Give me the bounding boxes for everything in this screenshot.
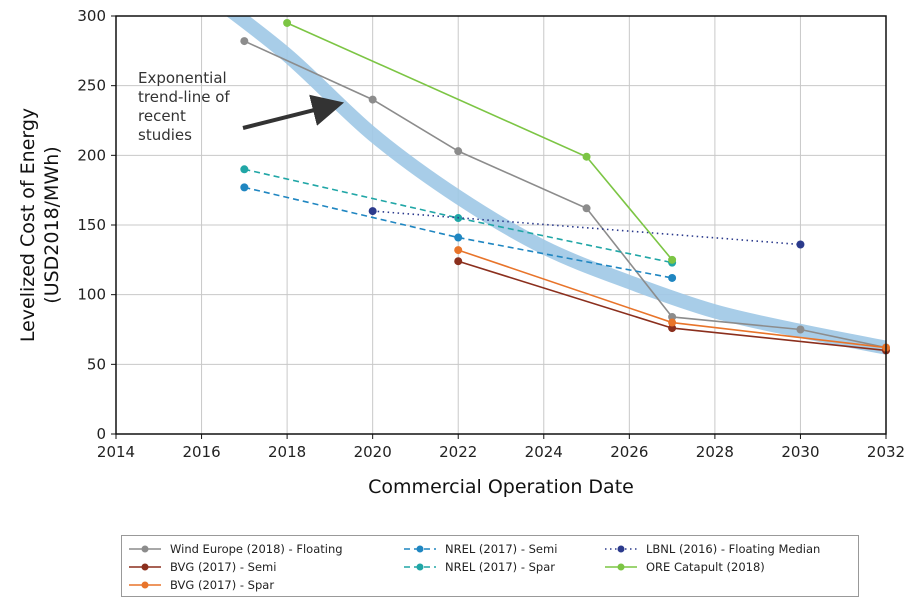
y-tick-label: 50 (87, 355, 106, 373)
trendline (226, 16, 886, 355)
legend-item: NREL (2017) - Spar (403, 558, 555, 576)
data-point (668, 273, 677, 282)
legend-swatch (404, 545, 436, 553)
legend-item: Wind Europe (2018) - Floating (128, 540, 343, 558)
data-point (240, 183, 249, 192)
data-point (796, 325, 805, 334)
legend-swatch (129, 545, 161, 553)
legend-label: BVG (2017) - Semi (170, 560, 277, 574)
legend-swatch (129, 563, 161, 571)
series-line-3 (244, 186, 673, 279)
data-point (454, 147, 463, 156)
data-point (668, 312, 677, 321)
annotation-text-line: trend-line of (138, 88, 230, 106)
chart-legend: Wind Europe (2018) - Floating BVG (2017) … (121, 535, 859, 597)
x-tick-label: 2020 (354, 443, 392, 461)
data-point (668, 324, 677, 333)
legend-swatch (605, 563, 637, 571)
y-tick-label: 300 (77, 7, 106, 25)
data-point (283, 18, 292, 27)
series-line-0 (244, 40, 886, 349)
y-tick-label: 150 (77, 216, 106, 234)
series-line-6 (286, 22, 673, 261)
data-point (368, 207, 377, 216)
legend-swatch (404, 563, 436, 571)
legend-item: ORE Catapult (2018) (604, 558, 765, 576)
y-axis-title-line: Levelized Cost of Energy (17, 108, 39, 342)
data-point (668, 255, 677, 264)
legend-item: BVG (2017) - Semi (128, 558, 276, 576)
x-tick-label: 2032 (867, 443, 905, 461)
data-point (582, 152, 591, 161)
x-tick-label: 2014 (97, 443, 135, 461)
annotation-text-line: recent (138, 107, 186, 125)
data-point (582, 204, 591, 213)
data-point (454, 246, 463, 255)
legend-label: ORE Catapult (2018) (646, 560, 765, 574)
x-tick-label: 2026 (610, 443, 648, 461)
series-line-5 (372, 210, 801, 246)
x-tick-label: 2022 (439, 443, 477, 461)
data-point (368, 95, 377, 104)
x-axis-title: Commercial Operation Date (368, 476, 634, 498)
data-point (240, 37, 249, 46)
y-tick-label: 100 (77, 286, 106, 304)
data-point (796, 240, 805, 249)
legend-label: BVG (2017) - Spar (170, 578, 275, 592)
legend-label: NREL (2017) - Semi (445, 542, 558, 556)
y-tick-label: 0 (96, 425, 106, 443)
annotation-arrow (242, 94, 345, 130)
legend-label: Wind Europe (2018) - Floating (170, 542, 343, 556)
data-point (668, 318, 677, 327)
legend-swatch (129, 581, 161, 589)
legend-item: LBNL (2016) - Floating Median (604, 540, 820, 558)
x-tick-label: 2018 (268, 443, 306, 461)
legend-item: NREL (2017) - Semi (403, 540, 557, 558)
legend-label: NREL (2017) - Spar (445, 560, 555, 574)
y-tick-label: 250 (77, 77, 106, 95)
annotation-text-line: Exponential (138, 69, 227, 87)
x-tick-label: 2030 (781, 443, 819, 461)
annotation-text-line: studies (138, 126, 192, 144)
chart-canvas: 2014 2016 2018 2020 2022 2024 2026 2028 2030 2032… (17, 7, 905, 498)
data-point (454, 257, 463, 266)
x-tick-label: 2016 (182, 443, 220, 461)
x-tick-label: 2024 (525, 443, 563, 461)
y-tick-label: 200 (77, 146, 106, 164)
legend-label: LBNL (2016) - Floating Median (646, 542, 821, 556)
legend-item: BVG (2017) - Spar (128, 576, 274, 594)
data-point (240, 165, 249, 174)
series-line-4 (244, 168, 673, 264)
y-axis-title: Levelized Cost of Energy (USD2018/MWh) (17, 108, 63, 342)
x-tick-label: 2028 (696, 443, 734, 461)
data-point (454, 233, 463, 242)
y-axis-title-line: (USD2018/MWh) (41, 146, 63, 303)
legend-swatch (605, 545, 637, 553)
